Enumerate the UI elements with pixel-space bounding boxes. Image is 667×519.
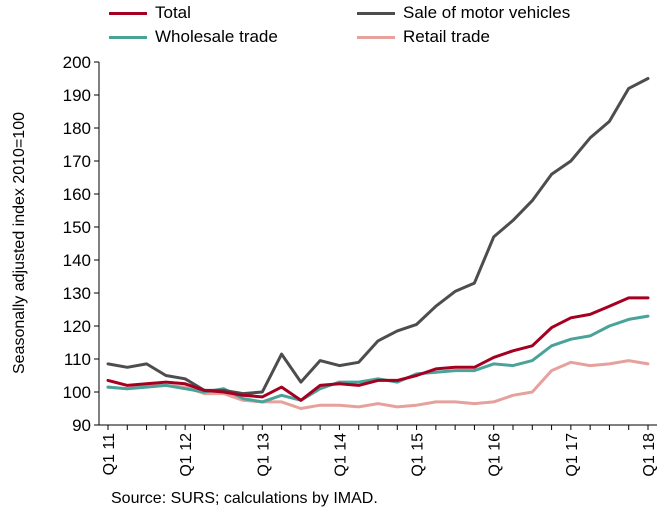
legend: Total Sale of motor vehicles Wholesale t… [0, 0, 667, 50]
x-tick-label: Q1 11 [101, 433, 118, 476]
series-layer [106, 77, 650, 410]
x-tick-label: Q1 18 [641, 433, 658, 477]
legend-item-total: Total [109, 3, 191, 23]
x-tick-label: Q1 13 [255, 433, 272, 477]
y-tick-label: 180 [63, 119, 91, 138]
y-tick-label: 140 [63, 251, 91, 270]
series-line-wholesale-trade [106, 314, 650, 404]
y-axis-label: Seasonally adjusted index 2010=100 [11, 112, 28, 374]
y-tick-label: 190 [63, 86, 91, 105]
y-tick-label: 170 [63, 152, 91, 171]
x-tick-label: Q1 14 [332, 433, 349, 477]
y-tick-label: 120 [63, 317, 91, 336]
y-tick-label: 150 [63, 218, 91, 237]
x-tick-label: Q1 12 [178, 433, 195, 477]
legend-swatch-motor-vehicles [357, 11, 395, 15]
y-tick-label: 110 [64, 350, 91, 369]
legend-label-retail: Retail trade [403, 27, 490, 46]
source-note: Source: SURS; calculations by IMAD. [111, 490, 378, 507]
series-line-total [106, 296, 650, 402]
legend-label-motor-vehicles: Sale of motor vehicles [403, 3, 571, 22]
y-tick-label: 130 [63, 284, 91, 303]
x-tick-label: Q1 15 [410, 433, 427, 477]
legend-item-motor-vehicles: Sale of motor vehicles [357, 3, 570, 23]
legend-item-wholesale: Wholesale trade [109, 27, 278, 47]
y-tick-label: 200 [63, 53, 91, 72]
legend-label-wholesale: Wholesale trade [155, 27, 278, 46]
y-tick-label: 100 [63, 383, 91, 402]
legend-swatch-wholesale [109, 35, 147, 39]
series-line-sale-of-motor-vehicles [106, 77, 650, 396]
y-tick-label: 160 [63, 185, 91, 204]
x-tick-label: Q1 16 [487, 433, 504, 477]
y-tick-label: 90 [72, 416, 91, 435]
legend-label-total: Total [155, 3, 191, 22]
legend-swatch-total [109, 11, 147, 15]
legend-swatch-retail [357, 35, 395, 39]
x-tick-label: Q1 17 [564, 433, 581, 477]
legend-item-retail: Retail trade [357, 27, 490, 47]
axes: 90 100 110 120 130 140 150 160 170 180 190 200 Q1 11… [63, 53, 658, 477]
